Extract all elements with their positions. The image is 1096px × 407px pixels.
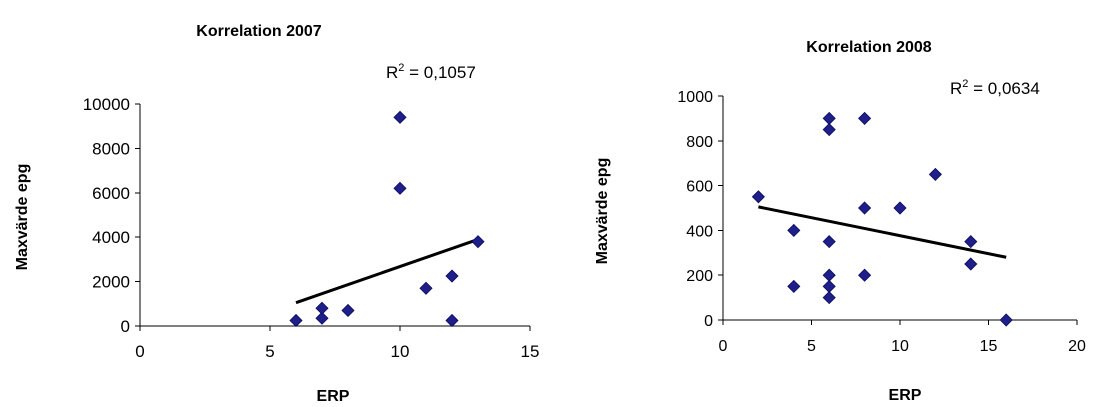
y-tick-label: 0 [121, 317, 130, 336]
data-point [315, 311, 329, 325]
y-tick-label: 1000 [677, 89, 713, 106]
y-tick-label: 800 [686, 134, 713, 151]
x-tick-label: 5 [265, 342, 274, 361]
x-tick-label: 10 [391, 342, 410, 361]
data-point [822, 279, 836, 293]
y-tick-label: 400 [686, 223, 713, 240]
data-point [393, 110, 407, 124]
data-point [822, 291, 836, 305]
y-tick-label: 6000 [92, 184, 130, 203]
data-point [445, 313, 459, 328]
chart-2007: Korrelation 2007 R2 = 0,1057 Maxvärde ep… [14, 23, 539, 405]
y-tick-label: 4000 [92, 228, 130, 247]
x-axis-label: ERP [889, 387, 922, 404]
data-point [787, 279, 801, 293]
y-tick-label: 0 [704, 313, 713, 330]
data-point [393, 181, 407, 195]
x-tick-label: 15 [980, 338, 998, 355]
data-point [822, 123, 836, 137]
y-tick-label: 600 [686, 179, 713, 196]
y-tick-label: 10000 [83, 95, 130, 114]
x-axis-label: ERP [317, 388, 350, 405]
x-tick-label: 5 [807, 338, 816, 355]
chart-title: Korrelation 2007 [196, 23, 321, 40]
data-point [964, 235, 978, 249]
data-point [999, 313, 1013, 327]
data-point [445, 269, 459, 283]
x-tick-label: 0 [719, 338, 728, 355]
x-tick-label: 0 [135, 342, 144, 361]
data-point [822, 235, 836, 249]
data-point [858, 201, 872, 215]
data-point [822, 268, 836, 282]
data-point [289, 313, 303, 328]
data-point [893, 201, 907, 215]
trendline [295, 238, 479, 305]
x-tick-label: 10 [891, 338, 909, 355]
y-axis-label: Maxvärde epg [594, 158, 611, 265]
y-axis-label: Maxvärde epg [14, 164, 31, 271]
data-point [858, 268, 872, 282]
data-point [341, 303, 355, 318]
chart-title: Korrelation 2008 [806, 39, 931, 56]
data-point [315, 301, 329, 315]
data-point [928, 167, 942, 181]
data-point [964, 257, 978, 271]
data-point [822, 111, 836, 125]
y-tick-label: 200 [686, 268, 713, 285]
data-point [471, 235, 485, 249]
r-squared-label: R2 = 0,1057 [386, 62, 476, 82]
data-point [751, 190, 765, 204]
data-point [419, 281, 433, 295]
y-tick-label: 2000 [92, 273, 130, 292]
trendline [758, 205, 1007, 259]
x-tick-label: 20 [1068, 338, 1086, 355]
r-squared-label: R2 = 0,0634 [950, 78, 1040, 98]
chart-2008: Korrelation 2008 R2 = 0,0634 Maxvärde ep… [594, 39, 1086, 404]
y-tick-label: 8000 [92, 139, 130, 158]
x-tick-label: 15 [521, 342, 540, 361]
data-point [858, 111, 872, 125]
data-point [787, 223, 801, 237]
